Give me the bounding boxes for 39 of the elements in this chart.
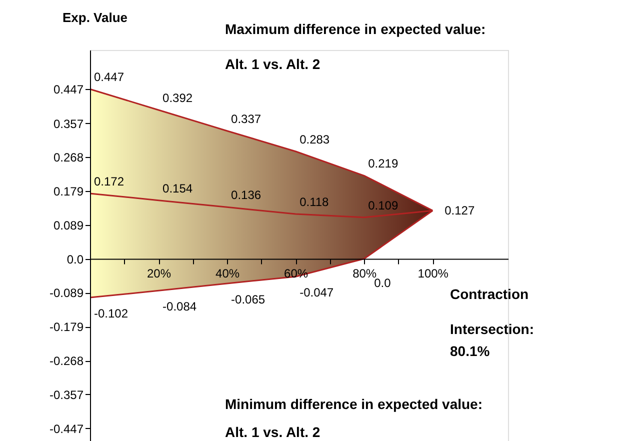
data-label: 0.118 [300,194,330,209]
annotation: 0.219 [368,156,398,171]
annotation: -0.047 [300,286,334,300]
y-tick-label: -0.268 [49,354,84,368]
data-label: 0.109 [368,198,398,212]
annotation: 0.447 [94,70,124,84]
y-tick-label: -0.357 [49,388,84,402]
y-tick-label: 0.0 [66,252,84,266]
y-tick-label: 0.447 [53,82,84,97]
text: Maximum difference in expected value: [225,21,486,37]
y-tick-label: 0.089 [53,218,84,232]
annotation: Intersection: [450,321,534,337]
y-tick-label: -0.447 [49,422,84,436]
x-tick-label: 40% [216,266,240,280]
data-label: 0.172 [94,174,124,188]
annotation: Alt. 1 vs. Alt. 2 [225,56,320,72]
y-tick-label: 0.357 [53,116,84,131]
data-label: 0.127 [444,204,475,218]
x-tick-label: 100% [418,266,449,280]
x-tick-label: 20% [147,266,172,280]
annotation: -0.084 [162,300,197,314]
y-tick-label: -0.089 [49,286,84,300]
annotation: 0.283 [300,132,330,146]
x-axis-title: Contraction [450,286,529,302]
data-label: 0.136 [231,188,262,202]
annotation: -0.065 [231,292,266,306]
annotation: 0.337 [231,112,262,126]
annotation: Alt. 1 vs. Alt. 2 [225,424,320,440]
x-tick-label: 60% [284,266,308,280]
annotation: Minimum difference in expected value: [225,396,483,412]
y-axis-title: Exp. Value [62,10,128,25]
annotation: 80.1% [450,343,490,359]
annotation: -0.102 [94,306,128,321]
data-label: 0.154 [162,181,193,196]
annotation: 0.392 [162,90,193,105]
annotation: 0.0 [374,276,392,290]
y-tick-label: 0.268 [53,150,84,165]
y-tick-label: 0.179 [53,184,84,198]
y-tick-label: -0.179 [49,320,84,334]
